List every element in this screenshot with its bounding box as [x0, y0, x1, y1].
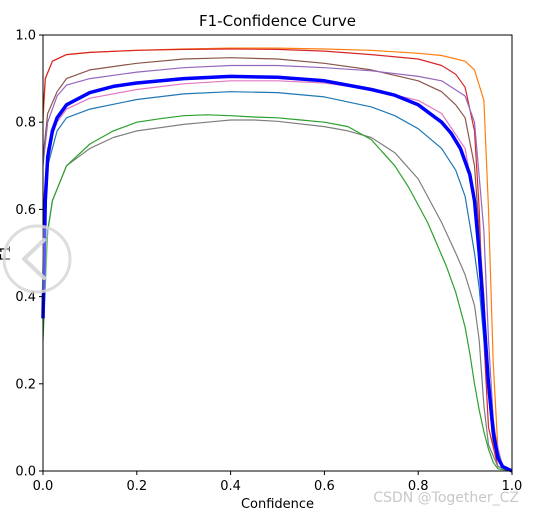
series-line-8 — [42, 114, 513, 472]
series-line-all-classes — [41, 74, 513, 473]
y-tick-label: 0.8 — [15, 116, 36, 131]
series-line-7 — [42, 119, 513, 472]
y-tick-label: 0.6 — [15, 203, 36, 218]
x-tick-label: 0.0 — [33, 479, 54, 494]
x-tick-label: 0.2 — [126, 479, 147, 494]
y-tick-label: 0.0 — [15, 465, 36, 480]
series-line-4 — [42, 64, 513, 472]
watermark-text: CSDN @Together_CZ — [373, 490, 519, 506]
x-axis-label: Confidence — [241, 497, 314, 512]
x-axis-ticks: 0.0 0.2 0.4 0.6 0.8 1.0 — [33, 471, 523, 494]
x-tick-label: 0.6 — [314, 479, 335, 494]
y-tick-label: 1.0 — [15, 29, 36, 44]
series-layer — [41, 47, 513, 473]
back-arrow-icon[interactable] — [0, 222, 74, 296]
y-axis-ticks: 0.0 0.2 0.4 0.6 0.8 1.0 — [15, 29, 43, 480]
x-tick-label: 0.8 — [408, 479, 429, 494]
x-tick-label: 0.4 — [220, 479, 241, 494]
x-tick-label: 1.0 — [502, 479, 523, 494]
y-tick-label: 0.2 — [15, 377, 36, 392]
y-tick-label: 0.4 — [15, 290, 36, 305]
plot-area-frame — [42, 34, 513, 472]
chart-title: F1-Confidence Curve — [199, 12, 356, 30]
